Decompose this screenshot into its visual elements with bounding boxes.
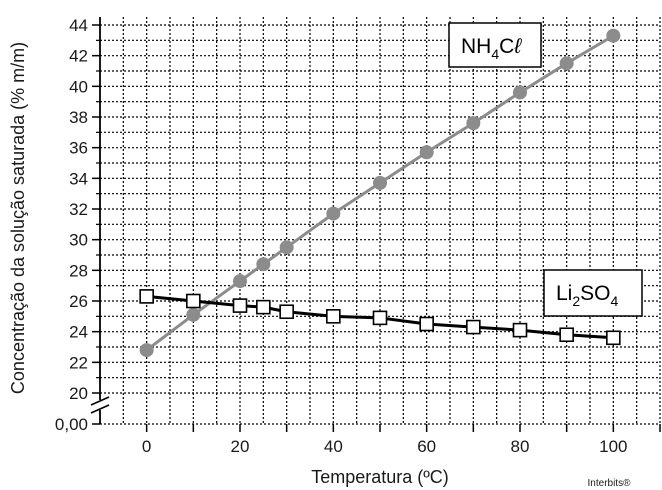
y-tick-label-zero: 0,00 (55, 415, 88, 434)
axis-break-mark (90, 404, 110, 414)
data-point (326, 206, 341, 221)
data-point (606, 28, 621, 43)
x-tick-label: 20 (231, 437, 250, 456)
y-tick-label: 28 (69, 261, 88, 280)
x-tick-label: 80 (511, 437, 530, 456)
data-point (513, 85, 527, 100)
credit-label: Interbits® (588, 478, 632, 489)
data-point (466, 116, 481, 131)
data-point (186, 307, 201, 322)
data-point (139, 343, 154, 358)
data-series (139, 28, 621, 358)
data-point (186, 293, 201, 309)
y-tick-label: 38 (69, 108, 88, 127)
y-tick-label: 34 (69, 169, 88, 188)
y-tick-label: 40 (69, 77, 88, 96)
data-point (279, 304, 294, 320)
label-box-nh4cl: NH4Cℓ (448, 22, 542, 68)
data-point (466, 319, 481, 335)
label-box-li2so4: Li2SO4 (543, 269, 643, 317)
series-label-li2so4: Li2SO4 (556, 282, 619, 309)
data-point (139, 289, 154, 304)
axis-break-mark (90, 396, 110, 406)
data-point (372, 310, 388, 326)
series-1 (139, 289, 621, 346)
y-tick-label: 24 (69, 323, 88, 342)
data-point (419, 145, 434, 160)
x-axis-title: Temperatura (ºC) (311, 467, 449, 487)
series-line (145, 34, 615, 352)
y-tick-label: 32 (69, 200, 88, 219)
data-point (559, 56, 574, 71)
data-point (233, 274, 247, 289)
axes (90, 17, 661, 432)
data-point (326, 309, 341, 324)
y-tick-label: 42 (69, 47, 88, 66)
data-point (512, 322, 528, 338)
y-tick-label: 30 (69, 231, 88, 250)
data-point (256, 257, 271, 272)
x-tick-label: 40 (324, 437, 343, 456)
series-0 (139, 28, 621, 358)
y-tick-label: 26 (69, 292, 88, 311)
y-axis-title: Concentração da solução saturada (% m/m) (8, 42, 28, 394)
tick-labels: 20 22 24 26 28 30 32 34 36 38 40 42 44 0,00 0 20 40 60 80 1… (55, 16, 628, 456)
y-tick-label: 44 (69, 16, 88, 35)
x-tick-label: 0 (142, 437, 151, 456)
y-tick-label: 36 (69, 139, 88, 158)
data-point (279, 240, 294, 255)
y-tick-label: 20 (69, 384, 88, 403)
data-point (559, 327, 574, 343)
data-point (419, 316, 434, 332)
data-point (232, 298, 248, 313)
series-label-nh4cl: NH4Cℓ (461, 35, 522, 62)
data-point (606, 330, 621, 346)
x-tick-label: 60 (417, 437, 436, 456)
data-point (373, 175, 387, 190)
x-tick-label: 100 (599, 437, 627, 456)
y-tick-label: 22 (69, 353, 88, 372)
data-point (256, 299, 271, 315)
grid-lines (100, 17, 661, 425)
series-line (146, 294, 614, 340)
